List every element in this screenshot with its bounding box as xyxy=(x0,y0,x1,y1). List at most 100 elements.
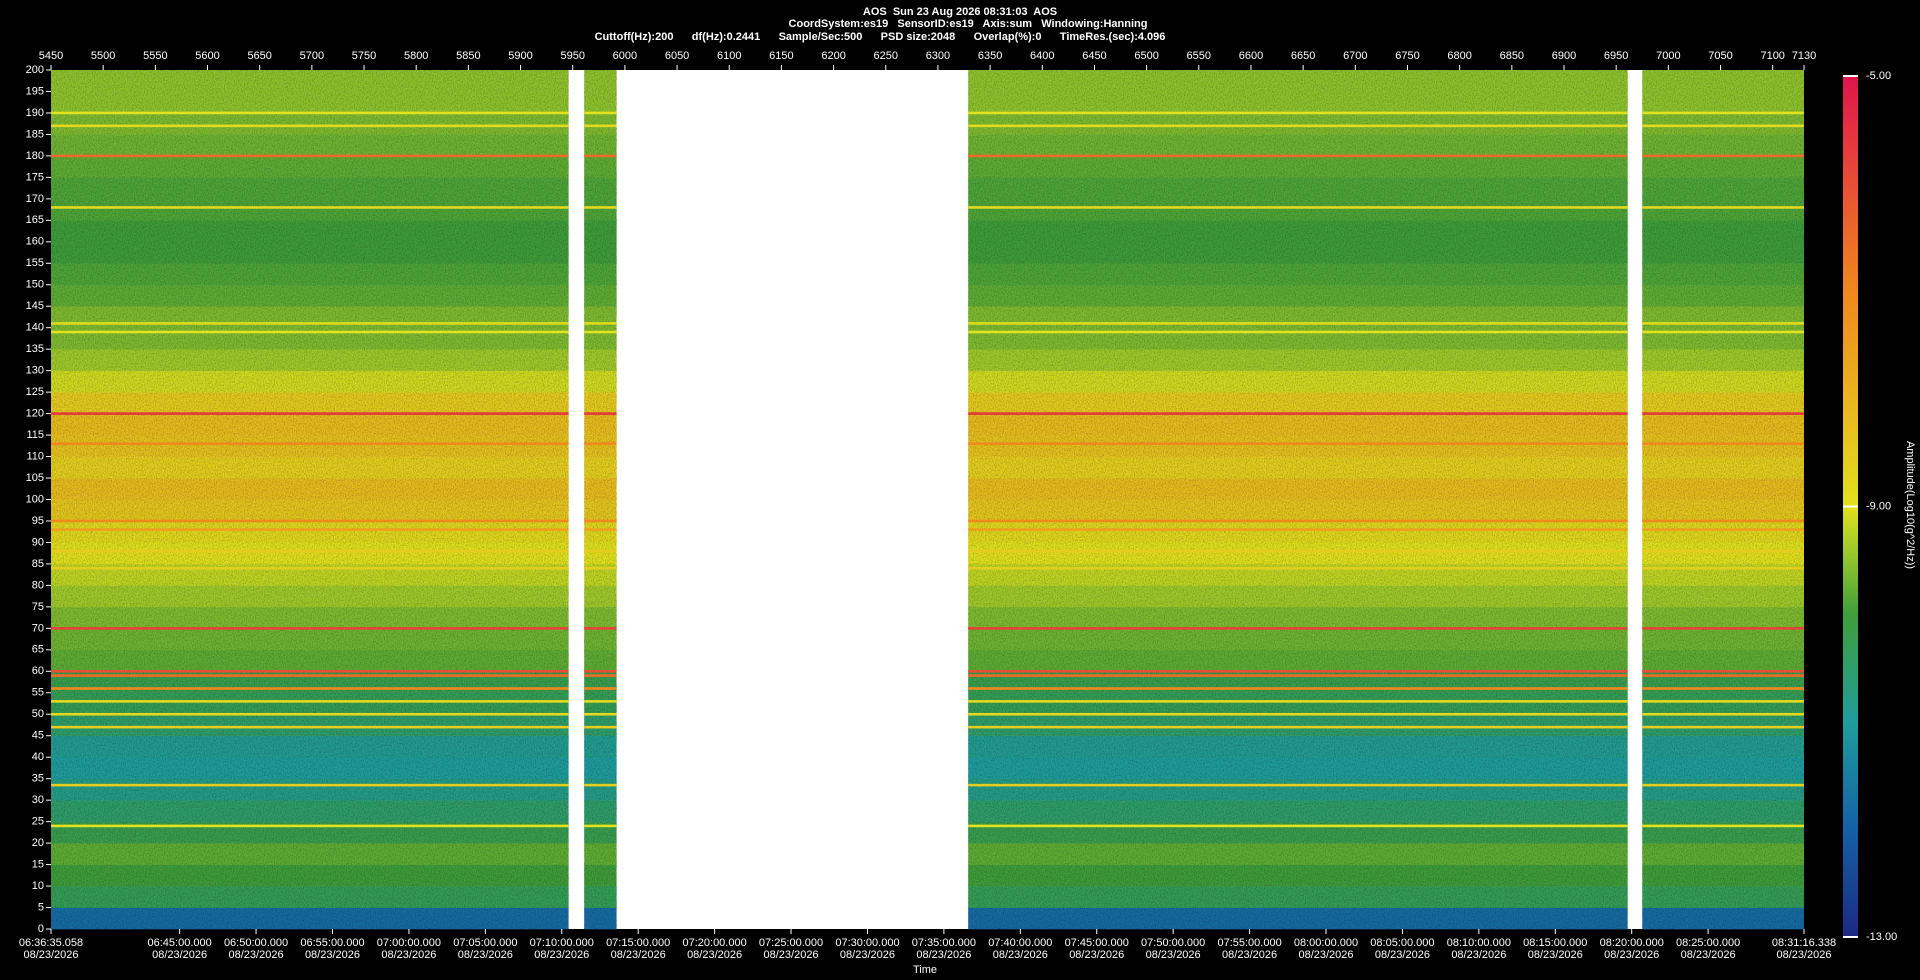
x-tick-date: 08/23/2026 xyxy=(305,949,360,961)
x2-tick-label: 5600 xyxy=(195,50,219,62)
x2-tick-label: 6800 xyxy=(1447,50,1471,62)
x-tick-label: 07:25:00.000 xyxy=(759,937,823,949)
spectral-line xyxy=(584,566,617,570)
y-tick-label: 0 xyxy=(38,923,44,935)
x-tick-date: 08/23/2026 xyxy=(152,949,207,961)
spectral-line xyxy=(968,687,1628,690)
spectral-line xyxy=(1642,549,1804,553)
colorbar-title: Amplitude(Log10(g^2/Hz)) xyxy=(1904,441,1916,569)
x2-tick-label: 6950 xyxy=(1604,50,1628,62)
x-tick-date: 08/23/2026 xyxy=(23,949,78,961)
spectral-line xyxy=(968,206,1628,209)
x-tick-label: 06:45:00.000 xyxy=(148,937,212,949)
y-tick-label: 170 xyxy=(26,193,44,205)
y-tick-label: 30 xyxy=(32,794,44,806)
y-tick-label: 95 xyxy=(32,515,44,527)
spectral-line xyxy=(968,111,1628,115)
x2-tick-label: 5900 xyxy=(508,50,532,62)
spectral-line xyxy=(968,824,1628,828)
spectral-line xyxy=(968,322,1628,325)
x-tick-label: 06:36:35.058 xyxy=(19,937,83,949)
y-tick-label: 135 xyxy=(26,343,44,355)
y-tick-label: 50 xyxy=(32,708,44,720)
spectral-line xyxy=(968,627,1628,630)
x-tick-date: 08/23/2026 xyxy=(1528,949,1583,961)
spectral-line xyxy=(51,124,569,128)
x-tick-date: 08/23/2026 xyxy=(1681,949,1736,961)
spectral-line xyxy=(1642,322,1804,325)
y-tick-label: 175 xyxy=(26,171,44,183)
x-tick-label: 08:00:00.000 xyxy=(1294,937,1358,949)
x2-tick-label: 5800 xyxy=(404,50,428,62)
x-tick-date: 08/23/2026 xyxy=(534,949,589,961)
spectral-line xyxy=(1642,670,1804,673)
spectral-line xyxy=(1642,566,1804,570)
y-tick-label: 155 xyxy=(26,257,44,269)
x2-tick-label: 5450 xyxy=(39,50,63,62)
x2-tick-label: 5750 xyxy=(352,50,376,62)
colorbar-tick-label: -9.00 xyxy=(1866,500,1891,512)
spectral-line xyxy=(1642,725,1804,729)
x-axis-title: Time xyxy=(913,964,937,976)
noise-texture xyxy=(51,70,569,929)
spectral-line xyxy=(584,206,617,209)
spectral-line xyxy=(584,528,617,531)
spectral-line xyxy=(1642,111,1804,115)
y-tick-label: 55 xyxy=(32,687,44,699)
x-tick-label: 06:55:00.000 xyxy=(300,937,364,949)
spectral-line xyxy=(1642,330,1804,334)
spectral-line xyxy=(584,549,617,553)
spectral-line xyxy=(1642,783,1804,787)
spectral-line xyxy=(1642,674,1804,677)
y-tick-label: 200 xyxy=(26,64,44,76)
x-tick-date: 08/23/2026 xyxy=(458,949,513,961)
chart-title: AOS Sun 23 Aug 2026 08:31:03 AOS xyxy=(863,6,1057,18)
x-tick-label: 08:20:00.000 xyxy=(1600,937,1664,949)
y-tick-label: 140 xyxy=(26,322,44,334)
x2-tick-label: 5850 xyxy=(456,50,480,62)
chart-subtitle: CoordSystem:es19 SensorID:es19 Axis:sum … xyxy=(789,18,1148,30)
spectral-line xyxy=(51,206,569,209)
x2-tick-label: 5700 xyxy=(300,50,324,62)
x2-tick-label: 6100 xyxy=(717,50,741,62)
x-tick-label: 07:40:00.000 xyxy=(988,937,1052,949)
y-tick-label: 45 xyxy=(32,730,44,742)
spectral-line xyxy=(584,824,617,828)
y-tick-label: 85 xyxy=(32,558,44,570)
spectral-line xyxy=(1642,712,1804,716)
spectral-line xyxy=(968,528,1628,531)
spectral-line xyxy=(51,549,569,553)
spectral-line xyxy=(584,322,617,325)
y-tick-label: 40 xyxy=(32,751,44,763)
spectral-line xyxy=(968,124,1628,128)
x2-tick-label: 6150 xyxy=(769,50,793,62)
x2-tick-label: 6850 xyxy=(1500,50,1524,62)
spectral-line xyxy=(968,712,1628,716)
x2-tick-label: 6900 xyxy=(1552,50,1576,62)
y-tick-label: 110 xyxy=(26,450,44,462)
y-tick-label: 160 xyxy=(26,236,44,248)
x2-tick-label: 7050 xyxy=(1708,50,1732,62)
y-tick-label: 90 xyxy=(32,536,44,548)
spectral-line xyxy=(51,154,569,158)
spectral-line xyxy=(584,627,617,630)
y-tick-label: 130 xyxy=(26,365,44,377)
y-tick-label: 65 xyxy=(32,644,44,656)
spectral-line xyxy=(51,627,569,630)
y-tick-label: 165 xyxy=(26,214,44,226)
spectral-line xyxy=(584,725,617,729)
spectral-line xyxy=(51,700,569,703)
x-tick-label: 07:55:00.000 xyxy=(1217,937,1281,949)
x2-tick-label: 5650 xyxy=(247,50,271,62)
spectral-line xyxy=(584,154,617,158)
spectral-line xyxy=(51,519,569,523)
spectral-line xyxy=(51,412,569,415)
y-tick-label: 20 xyxy=(32,837,44,849)
spectral-line xyxy=(1642,412,1804,415)
spectral-line xyxy=(1642,687,1804,690)
y-tick-label: 80 xyxy=(32,579,44,591)
x-tick-date: 08/23/2026 xyxy=(1451,949,1506,961)
x-tick-date: 08/23/2026 xyxy=(229,949,284,961)
x2-tick-label: 7100 xyxy=(1760,50,1784,62)
x-tick-label: 07:20:00.000 xyxy=(682,937,746,949)
